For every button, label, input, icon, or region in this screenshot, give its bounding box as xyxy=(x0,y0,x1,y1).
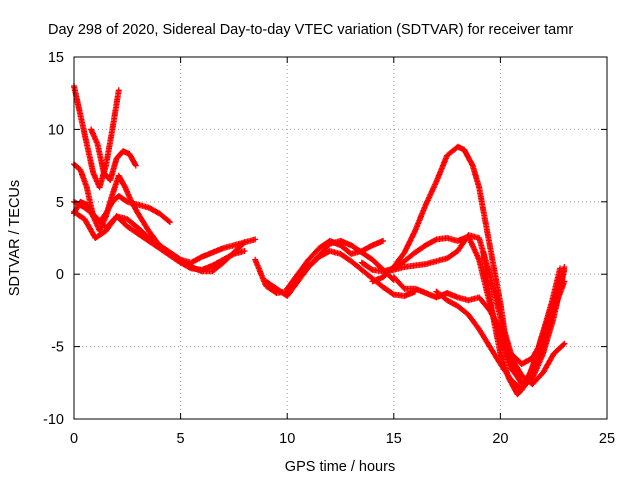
y-axis-label: SDTVAR / TECUs xyxy=(7,180,23,296)
series-track-15 xyxy=(480,249,564,398)
axis-tick-labels: 0 5 10 15 20 25 -10 -5 0 5 10 15 xyxy=(43,50,615,447)
series-markers xyxy=(480,249,564,398)
plot-frame xyxy=(73,56,608,420)
y-tick-label: 0 xyxy=(56,267,64,283)
x-tick-label: 0 xyxy=(70,431,78,447)
y-tick-label: -10 xyxy=(43,412,64,428)
x-tick-label: 5 xyxy=(177,431,185,447)
series-track-9 xyxy=(284,237,387,292)
series-markers xyxy=(284,237,387,292)
y-tick-label: -5 xyxy=(51,340,64,356)
series-track-2 xyxy=(88,126,139,184)
axis-ticks xyxy=(73,56,608,420)
x-tick-label: 25 xyxy=(599,431,615,447)
data-series xyxy=(71,83,568,398)
x-tick-label: 20 xyxy=(492,431,508,447)
chart-title: Day 298 of 2020, Sidereal Day-to-day VTE… xyxy=(48,22,573,38)
x-tick-label: 15 xyxy=(386,431,402,447)
x-axis-label: GPS time / hours xyxy=(285,459,395,475)
series-markers xyxy=(88,126,139,184)
y-tick-label: 10 xyxy=(48,122,64,138)
grid-lines xyxy=(74,57,607,419)
y-tick-label: 15 xyxy=(48,50,64,66)
x-tick-label: 10 xyxy=(279,431,295,447)
y-tick-label: 5 xyxy=(56,195,64,211)
